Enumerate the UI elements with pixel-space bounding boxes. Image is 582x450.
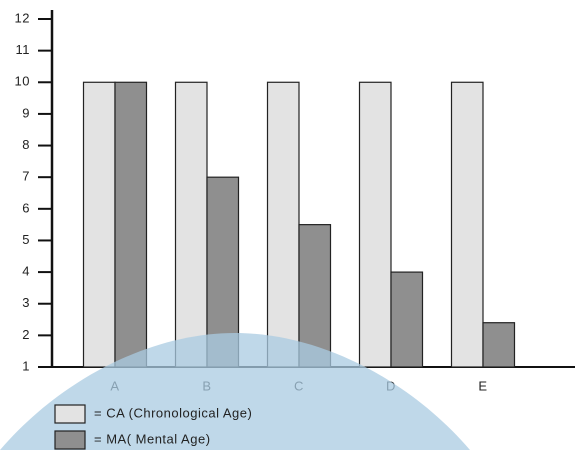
legend-swatch [55,405,85,423]
y-tick-label: 2 [22,327,30,342]
y-tick-label: 10 [15,74,30,89]
bar [360,82,392,367]
chart: 123456789101112ABCDE= CA (Chronological … [0,0,582,450]
y-tick-label: 6 [22,200,30,215]
y-tick-label: 3 [22,295,30,310]
bar [391,272,423,367]
y-tick-label: 4 [22,264,30,279]
y-tick-label: 7 [22,169,30,184]
y-tick-label: 9 [22,105,30,120]
bar [483,323,515,367]
bar [452,82,484,367]
page: 123456789101112ABCDE= CA (Chronological … [0,0,582,450]
y-tick-label: 5 [22,232,30,247]
bar [84,82,116,367]
y-tick-label: 8 [22,137,30,152]
y-tick-label: 1 [22,358,30,373]
legend-label: = CA (Chronological Age) [94,405,252,420]
legend-swatch [55,431,85,449]
x-tick-label: E [478,378,487,393]
legend-label: = MA( Mental Age) [94,431,211,446]
y-tick-label: 11 [16,42,31,57]
y-tick-label: 12 [15,10,30,25]
bar [115,82,147,367]
bar [176,82,208,367]
bar [268,82,300,367]
